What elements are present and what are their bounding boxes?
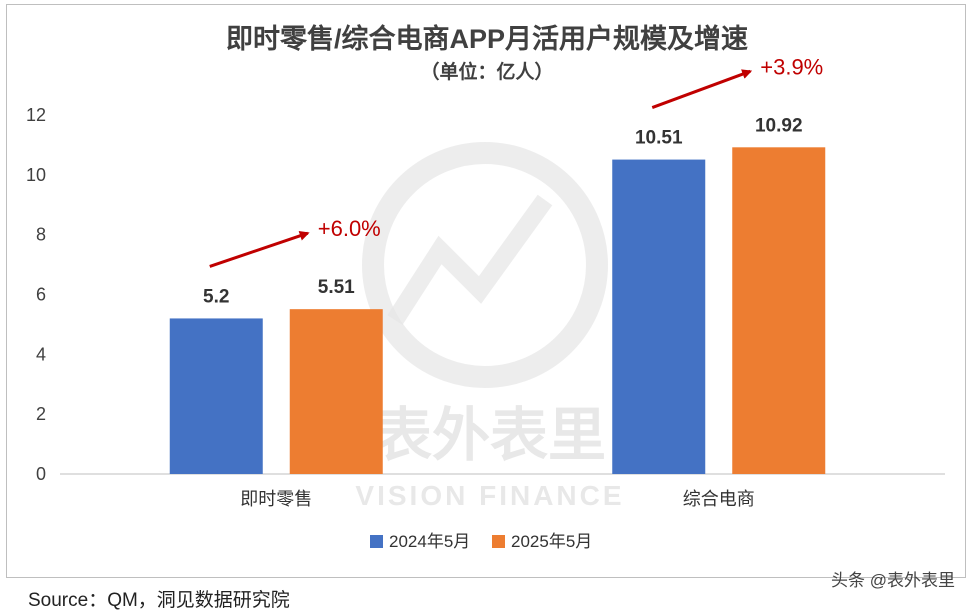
y-tick-label: 8	[36, 225, 46, 245]
y-tick-label: 10	[26, 165, 46, 185]
growth-label: +6.0%	[318, 216, 381, 241]
legend-label: 2025年5月	[511, 532, 592, 551]
legend-label: 2024年5月	[389, 532, 470, 551]
x-category-label: 综合电商	[683, 489, 755, 509]
growth-arrow	[209, 230, 310, 268]
data-label: 5.2	[203, 286, 229, 307]
y-tick-label: 2	[36, 404, 46, 424]
legend-swatch	[492, 535, 505, 548]
bars: 5.2 5.51 10.51 10.92	[169, 115, 826, 474]
watermark-chinese-text: 表外表里	[374, 403, 606, 468]
data-label: 10.51	[635, 128, 683, 149]
growth-annotations: +6.0% +3.9%	[209, 54, 823, 268]
bar-2-2	[732, 147, 826, 474]
legend: 2024年5月 2025年5月	[370, 532, 592, 551]
source-note: Source：QM，洞见数据研究院	[28, 589, 290, 611]
watermark-english-text: VISION FINANCE	[355, 480, 624, 511]
chart-title: 即时零售/综合电商APP月活用户规模及增速	[226, 23, 748, 54]
x-axis-categories: 即时零售 综合电商	[240, 489, 755, 509]
y-tick-label: 4	[36, 344, 46, 364]
platform-credit: 头条 @表外表里	[831, 571, 955, 590]
watermark-ring	[362, 142, 608, 388]
bar-1-2	[612, 159, 706, 474]
y-tick-label: 12	[26, 105, 46, 125]
y-tick-label: 6	[36, 285, 46, 305]
y-tick-label: 0	[36, 464, 46, 484]
growth-label: +3.9%	[760, 54, 823, 79]
data-label: 10.92	[755, 115, 803, 136]
y-axis: 0 2 4 6 8 10 12	[26, 105, 46, 484]
watermark: 表外表里 VISION FINANCE	[355, 142, 624, 511]
data-label: 5.51	[318, 277, 355, 298]
x-category-label: 即时零售	[240, 489, 312, 509]
chart-subtitle: （单位：亿人）	[420, 60, 553, 83]
legend-swatch	[370, 535, 383, 548]
watermark-trend-line	[387, 194, 553, 325]
bar-2-1	[289, 309, 383, 474]
bar-1-1	[169, 318, 263, 474]
growth-arrow	[651, 69, 753, 109]
